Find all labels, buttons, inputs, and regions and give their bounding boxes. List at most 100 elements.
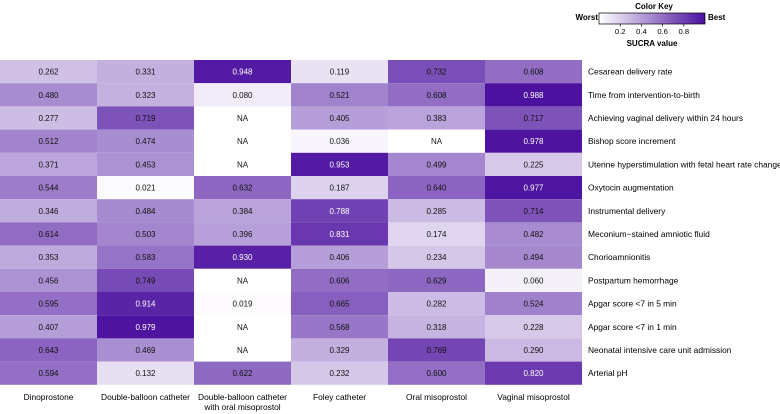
heatmap-cell bbox=[0, 292, 97, 316]
cell-value-label: NA bbox=[431, 137, 443, 146]
cell-value-label: NA bbox=[237, 160, 249, 169]
heatmap-cell bbox=[0, 129, 97, 153]
cell-value-label: NA bbox=[237, 137, 249, 146]
heatmap-cell bbox=[97, 338, 194, 362]
cell-value-label: 0.346 bbox=[38, 207, 59, 216]
heatmap-cell bbox=[194, 338, 291, 362]
cell-value-label: 0.282 bbox=[426, 300, 447, 309]
row-label: Chorioamnionitis bbox=[588, 252, 650, 262]
color-key-tick-label: 0.8 bbox=[679, 27, 690, 36]
heatmap-cell bbox=[0, 199, 97, 223]
heatmap-cell bbox=[0, 245, 97, 269]
heatmap-cell bbox=[194, 268, 291, 292]
heatmap-cell bbox=[291, 106, 388, 130]
heatmap-cell bbox=[97, 361, 194, 385]
cell-value-label: NA bbox=[237, 276, 249, 285]
cell-value-label: 0.614 bbox=[38, 230, 59, 239]
row-label: Cesarean delivery rate bbox=[588, 67, 673, 77]
cell-value-label: 0.396 bbox=[232, 230, 253, 239]
cell-value-label: 0.831 bbox=[329, 230, 350, 239]
heatmap-cell bbox=[0, 60, 97, 84]
heatmap-cell bbox=[388, 292, 485, 316]
heatmap-cell bbox=[291, 338, 388, 362]
cell-value-label: 0.174 bbox=[426, 230, 447, 239]
cell-value-label: 0.277 bbox=[38, 114, 59, 123]
heatmap-cell bbox=[485, 268, 582, 292]
cell-value-label: 0.234 bbox=[426, 253, 447, 262]
heatmap-cell bbox=[291, 199, 388, 223]
heatmap-cell bbox=[194, 129, 291, 153]
heatmap-cell bbox=[291, 245, 388, 269]
heatmap-cell bbox=[485, 176, 582, 200]
heatmap-cell bbox=[291, 315, 388, 339]
cell-value-label: 0.019 bbox=[232, 300, 253, 309]
column-label: Double-balloon catheter bbox=[198, 392, 287, 402]
heatmap-cell bbox=[388, 315, 485, 339]
heatmap-cell bbox=[97, 292, 194, 316]
heatmap-cell bbox=[291, 83, 388, 107]
heatmap-cell bbox=[485, 315, 582, 339]
heatmap-cell bbox=[388, 268, 485, 292]
heatmap-cell bbox=[194, 199, 291, 223]
cell-value-label: 0.469 bbox=[135, 346, 156, 355]
cell-value-label: 0.060 bbox=[523, 276, 544, 285]
heatmap-cell bbox=[388, 222, 485, 246]
heatmap-cell bbox=[0, 222, 97, 246]
cell-value-label: 0.503 bbox=[135, 230, 156, 239]
heatmap-cell bbox=[291, 60, 388, 84]
cell-value-label: 0.629 bbox=[426, 276, 447, 285]
cell-value-label: 0.285 bbox=[426, 207, 447, 216]
heatmap-cell bbox=[194, 245, 291, 269]
row-label: Apgar score <7 in 1 min bbox=[588, 322, 677, 332]
cell-value-label: 0.406 bbox=[329, 253, 350, 262]
heatmap-cell bbox=[291, 222, 388, 246]
cell-value-label: 0.456 bbox=[38, 276, 59, 285]
heatmap-cell bbox=[291, 292, 388, 316]
cell-value-label: 0.499 bbox=[426, 160, 447, 169]
cell-value-label: 0.383 bbox=[426, 114, 447, 123]
column-label: with oral misoprostol bbox=[203, 402, 280, 412]
heatmap-cell bbox=[291, 268, 388, 292]
cell-value-label: 0.594 bbox=[38, 369, 59, 378]
column-label: Foley catheter bbox=[313, 392, 366, 402]
cell-value-label: 0.978 bbox=[523, 137, 544, 146]
cell-value-label: 0.595 bbox=[38, 300, 59, 309]
color-key-tick-label: 0.6 bbox=[657, 27, 668, 36]
cell-value-label: 0.640 bbox=[426, 184, 447, 193]
cell-value-label: 0.474 bbox=[135, 137, 156, 146]
heatmap-cell bbox=[291, 152, 388, 176]
cell-value-label: 0.948 bbox=[232, 68, 253, 77]
heatmap-cell bbox=[291, 129, 388, 153]
row-label: Achieving vaginal delivery within 24 hou… bbox=[588, 113, 743, 123]
color-key-axis-label: SUCRA value bbox=[627, 39, 678, 48]
cell-value-label: 0.544 bbox=[38, 184, 59, 193]
heatmap-cell bbox=[97, 222, 194, 246]
cell-value-label: 0.719 bbox=[135, 114, 156, 123]
heatmap-cell bbox=[194, 315, 291, 339]
row-label: Uterine hyperstimulation with fetal hear… bbox=[588, 159, 780, 169]
cell-value-label: 0.524 bbox=[523, 300, 544, 309]
cell-value-label: 0.732 bbox=[426, 68, 447, 77]
cell-value-label: 0.953 bbox=[329, 160, 350, 169]
heatmap-cell bbox=[388, 60, 485, 84]
color-key-tick-label: 0.4 bbox=[636, 27, 647, 36]
heatmap-cell bbox=[97, 268, 194, 292]
heatmap-cell bbox=[194, 292, 291, 316]
heatmap-cell bbox=[485, 152, 582, 176]
heatmap-cell bbox=[0, 268, 97, 292]
cell-value-label: 0.329 bbox=[329, 346, 350, 355]
heatmap-cell bbox=[97, 315, 194, 339]
cell-value-label: 0.331 bbox=[135, 68, 156, 77]
color-key-bar bbox=[598, 12, 706, 25]
cell-value-label: 0.988 bbox=[523, 91, 544, 100]
heatmap-cell bbox=[0, 315, 97, 339]
cell-value-label: 0.484 bbox=[135, 207, 156, 216]
heatmap-cell bbox=[485, 222, 582, 246]
color-key-ticks: 0.2 0.4 0.6 0.8 bbox=[615, 24, 689, 36]
heatmap-cell bbox=[97, 176, 194, 200]
cell-value-label: 0.225 bbox=[523, 160, 544, 169]
color-key: Color Key Worst Best 0.2 0.4 0.6 0.8 SUCRA … bbox=[575, 2, 725, 48]
heatmap-cell bbox=[485, 129, 582, 153]
row-label: Postpartum hemorrhage bbox=[588, 275, 679, 285]
